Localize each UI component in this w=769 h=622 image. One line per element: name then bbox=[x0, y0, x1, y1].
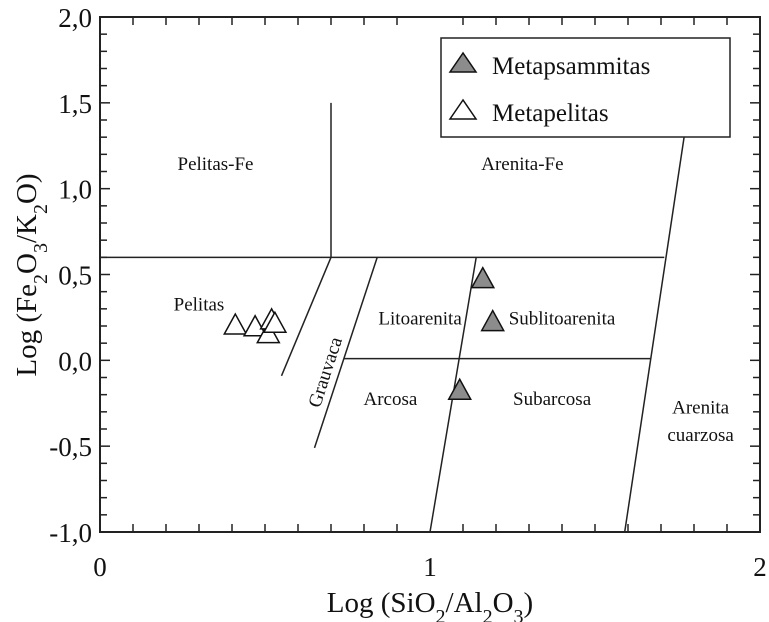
field-label: Arenita bbox=[672, 398, 730, 419]
field-label: cuarzosa bbox=[667, 425, 734, 446]
field-boundary bbox=[313, 257, 378, 449]
field-label: Subarcosa bbox=[513, 389, 592, 410]
field-label: Litoarenita bbox=[378, 308, 462, 329]
data-point-metapsammitas bbox=[470, 266, 496, 289]
legend: Metapsammitas Metapelitas bbox=[440, 37, 731, 138]
y-tick-label: 0,0 bbox=[58, 346, 92, 376]
field-label: Sublitoarenita bbox=[509, 308, 616, 329]
data-point-metapsammitas bbox=[447, 377, 472, 400]
field-label: Arcosa bbox=[363, 389, 417, 410]
y-tick-label: 1,5 bbox=[58, 89, 92, 119]
legend-box bbox=[440, 37, 731, 138]
y-tick-label: 1,0 bbox=[58, 175, 92, 205]
field-label: Pelitas-Fe bbox=[178, 154, 254, 175]
legend-marker-metapelitas bbox=[448, 98, 478, 120]
field-label: Pelitas bbox=[174, 295, 225, 316]
data-point-metapelitas bbox=[242, 314, 268, 337]
x-tick-label: 2 bbox=[753, 552, 767, 582]
field-label-grauvaca: Grauvaca bbox=[305, 334, 348, 410]
legend-label-metapelitas: Metapelitas bbox=[492, 100, 609, 127]
field-label: Arenita-Fe bbox=[481, 154, 563, 175]
y-tick-label: -1,0 bbox=[49, 518, 92, 548]
plot-frame bbox=[99, 16, 761, 533]
legend-label-metapsammitas: Metapsammitas bbox=[492, 53, 650, 80]
x-tick-label: 0 bbox=[93, 552, 107, 582]
x-tick-label: 1 bbox=[423, 552, 437, 582]
data-point-metapsammitas bbox=[480, 309, 505, 332]
legend-marker-metapsammitas bbox=[448, 51, 478, 73]
y-tick-label: 0,5 bbox=[58, 261, 92, 291]
data-point-metapelitas bbox=[262, 310, 288, 334]
field-boundary bbox=[623, 137, 685, 533]
y-axis-title: Log (Fe2O3/K2O) bbox=[11, 173, 52, 376]
data-point-metapelitas bbox=[223, 312, 248, 335]
field-boundary bbox=[280, 257, 332, 377]
x-axis-title: Log (SiO2/Al2O3) bbox=[327, 587, 533, 622]
y-tick-label: -0,5 bbox=[49, 432, 92, 462]
y-tick-label: 2,0 bbox=[58, 3, 92, 33]
